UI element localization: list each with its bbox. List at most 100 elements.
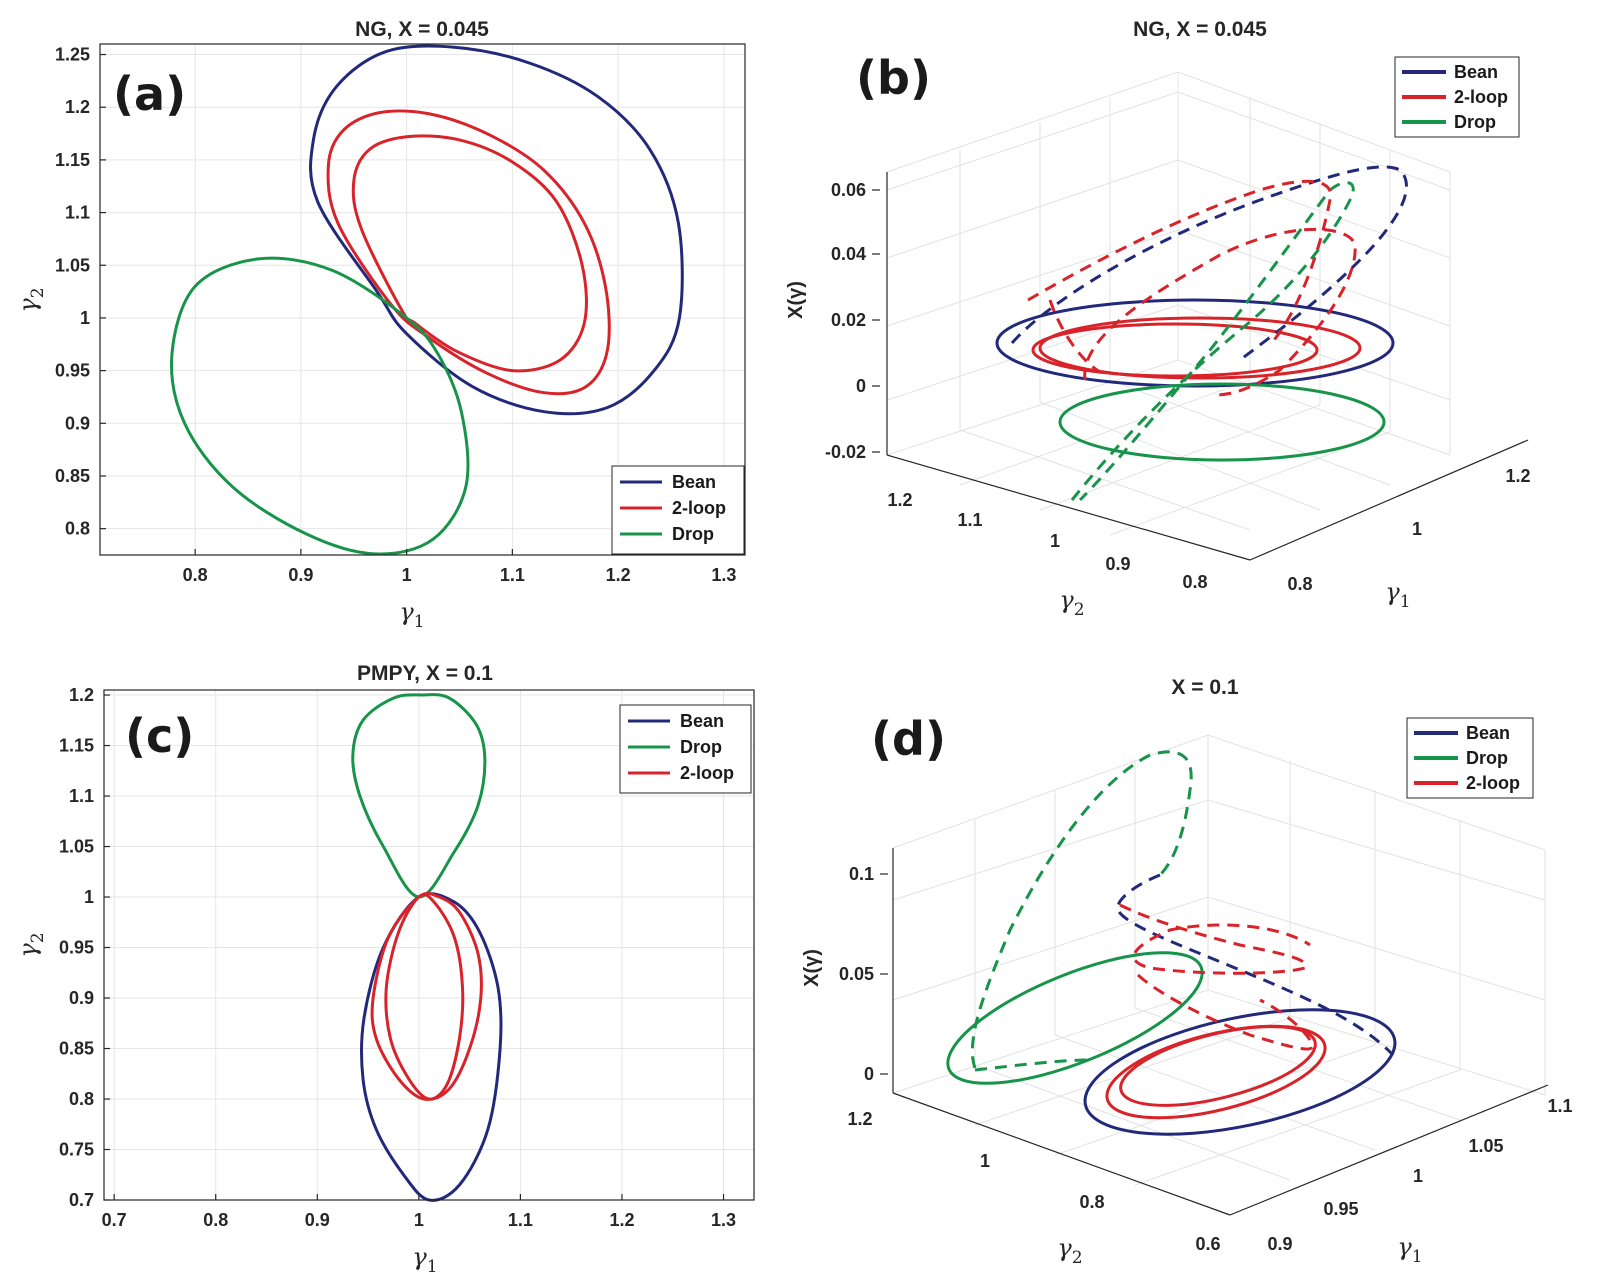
y-tick-label: 1.15 <box>59 736 94 756</box>
panel-b-gamma1-label: γ1 <box>1385 578 1410 612</box>
gamma2-tick-label: 1.2 <box>887 490 912 510</box>
x-tick-label: 1 <box>402 565 412 585</box>
panel-a-legend: Bean 2-loop Drop <box>611 465 745 555</box>
x-tick-label: 0.8 <box>183 565 208 585</box>
y-tick-label: 0.9 <box>65 413 90 433</box>
y-tick-label: 1.05 <box>59 837 94 857</box>
y-tick-label: 1.05 <box>55 255 90 275</box>
gamma1-tick-label: 1.1 <box>1547 1096 1572 1116</box>
y-tick-label: 0.75 <box>59 1140 94 1160</box>
panel-a-label: (a) <box>113 67 186 121</box>
panel-b-2loop-outer <box>1038 316 1362 380</box>
panel-c-xlabel: γ1 <box>412 1243 437 1277</box>
panel-c-x-ticks: 0.7 0.8 0.9 1 1.1 1.2 1.3 <box>102 1194 736 1230</box>
panel-a: 0.8 0.9 1 1.1 1.2 1.3 0.8 0.85 0.9 0.95 1 1.05 1.1 1… <box>14 18 746 632</box>
curve-bean-0 <box>359 892 503 1202</box>
y-tick-label: 1.2 <box>69 685 94 705</box>
panel-a-y-ticks: 0.8 0.85 0.9 0.95 1 1.05 1.1 1.15 1.2 1.25 <box>55 45 106 539</box>
y-tick-label: 0.9 <box>69 988 94 1008</box>
panel-b-2loop-lift-outer <box>1027 179 1333 346</box>
panel-d-3d-axes <box>892 848 1549 1216</box>
x-tick-label: 1.1 <box>500 565 525 585</box>
panel-d-2loop-lift <box>1119 903 1311 975</box>
panel-d-bean-lift <box>1116 873 1395 1057</box>
gamma1-tick-label: 1 <box>1412 519 1422 539</box>
legend-label-bean: Bean <box>672 472 716 492</box>
gamma1-tick-label: 1 <box>1413 1166 1423 1186</box>
panel-b-label: (b) <box>856 51 931 105</box>
z-tick-label: -0.02 <box>825 442 866 462</box>
x-tick-label: 1.1 <box>508 1210 533 1230</box>
curve-2-loop-1 <box>351 134 588 373</box>
gamma1-tick-label: 1.05 <box>1468 1136 1503 1156</box>
y-tick-label: 0.7 <box>69 1190 94 1210</box>
z-tick-label: 0.1 <box>849 864 874 884</box>
panel-d-label: (d) <box>871 712 946 766</box>
y-tick-label: 0.85 <box>55 466 90 486</box>
panel-d-gamma1-ticks: 0.9 0.95 1 1.05 1.1 <box>1267 1096 1572 1254</box>
panel-d-legend: Bean Drop 2-loop <box>1406 717 1534 799</box>
panel-d-2loop-lift-down <box>1136 973 1314 1051</box>
panel-b-gamma1-ticks: 0.8 1 1.2 <box>1287 466 1530 594</box>
gamma1-tick-label: 1.2 <box>1505 466 1530 486</box>
curve-2-loop-1 <box>384 893 465 1101</box>
gamma2-tick-label: 1.2 <box>847 1109 872 1129</box>
legend-label-drop: Drop <box>1454 112 1496 132</box>
legend-label-2-loop: 2-loop <box>680 763 734 783</box>
z-tick-label: 0.06 <box>831 180 866 200</box>
panel-d-z-ticks: 0 0.05 0.1 <box>839 864 888 1084</box>
panel-c-legend: Bean Drop 2-loop <box>619 704 752 794</box>
panel-a-axes-box <box>99 43 746 556</box>
panel-a-title: NG, X = 0.045 <box>355 18 489 41</box>
legend-label-2-loop: 2-loop <box>1466 773 1520 793</box>
gamma1-tick-label: 0.95 <box>1323 1199 1358 1219</box>
y-tick-label: 1.1 <box>69 786 94 806</box>
panel-b-legend: Bean 2-loop Drop <box>1394 56 1520 138</box>
panel-d-drop-loop <box>946 951 1204 1085</box>
panel-b-zlabel: X(γ) <box>785 281 807 319</box>
panel-b-z-ticks: -0.02 0 0.02 0.04 0.06 <box>825 180 880 462</box>
panel-d-2loop-inner <box>1119 1025 1317 1107</box>
gamma2-tick-label: 0.6 <box>1195 1234 1220 1254</box>
panel-c-label: (c) <box>125 709 194 763</box>
y-tick-label: 0.8 <box>65 519 90 539</box>
x-tick-label: 1.2 <box>609 1210 634 1230</box>
gamma1-tick-label: 0.8 <box>1287 574 1312 594</box>
x-tick-label: 1 <box>414 1210 424 1230</box>
legend-label-2-loop: 2-loop <box>1454 87 1508 107</box>
panel-b-drop-loop <box>1058 382 1386 462</box>
legend-label-drop: Drop <box>672 524 714 544</box>
panel-d-drop-lift <box>970 750 1193 1072</box>
gamma2-tick-label: 1 <box>980 1151 990 1171</box>
panel-c-y-ticks: 0.7 0.75 0.8 0.85 0.9 0.95 1 1.05 1.1 1.15 1.2 <box>59 685 110 1210</box>
panel-d-bean-loop <box>1083 1008 1397 1136</box>
legend-label-2-loop: 2-loop <box>672 498 726 518</box>
panel-d-gamma2-ticks: 1.2 1 0.8 0.6 <box>847 1109 1220 1254</box>
panel-c-title: PMPY, X = 0.1 <box>357 662 493 685</box>
panel-a-xlabel: γ1 <box>399 598 424 632</box>
z-tick-label: 0.02 <box>831 310 866 330</box>
x-tick-label: 1.2 <box>606 565 631 585</box>
panel-d-2loop-outer <box>1105 1024 1327 1120</box>
panel-b-gamma2-label: γ2 <box>1059 586 1084 620</box>
gamma2-tick-label: 0.8 <box>1182 572 1207 592</box>
panel-c-ylabel: γ2 <box>14 932 48 957</box>
panel-a-grid <box>100 44 745 555</box>
legend-label-bean: Bean <box>1454 62 1498 82</box>
panel-b-2loop-lift-tail <box>1048 299 1101 374</box>
z-tick-label: 0 <box>856 376 866 396</box>
panel-b-curves <box>995 165 1408 502</box>
x-tick-label: 0.9 <box>288 565 313 585</box>
panel-c-curves <box>351 693 503 1202</box>
y-tick-label: 1 <box>84 887 94 907</box>
panel-b-2loop-inner <box>1031 322 1319 378</box>
y-tick-label: 1.2 <box>65 97 90 117</box>
panel-d-curves <box>946 750 1397 1136</box>
panel-b-gamma2-ticks: 1.2 1.1 1 0.9 0.8 <box>887 490 1207 592</box>
x-tick-label: 0.8 <box>203 1210 228 1230</box>
legend-label-drop: Drop <box>1466 748 1508 768</box>
gamma2-tick-label: 1 <box>1050 531 1060 551</box>
panel-a-curves <box>170 44 684 556</box>
gamma1-tick-label: 0.9 <box>1267 1234 1292 1254</box>
curve-2-loop-0 <box>370 891 483 1101</box>
